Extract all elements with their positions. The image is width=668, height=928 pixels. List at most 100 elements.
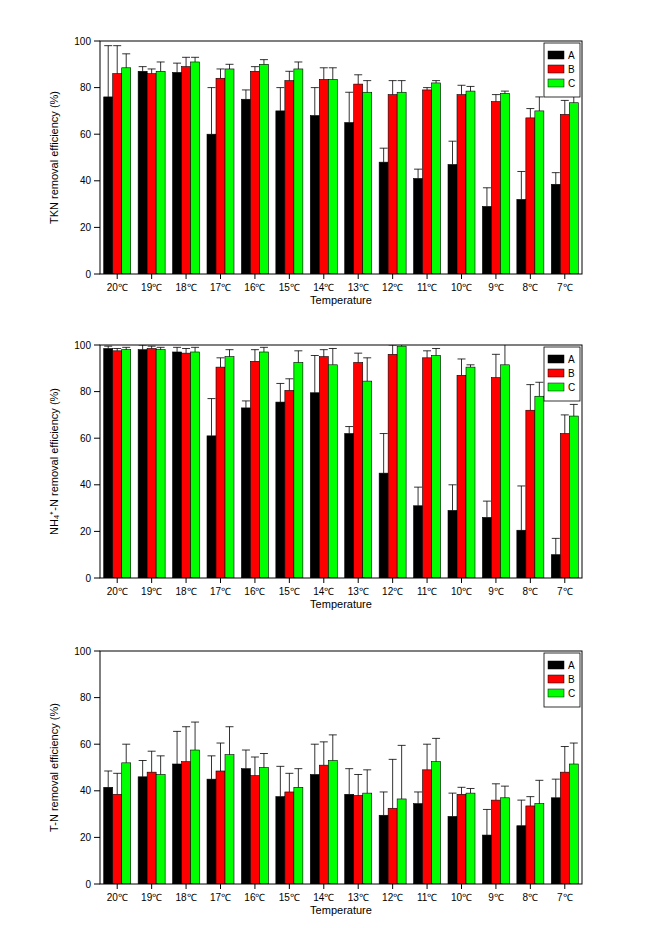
error-bar <box>345 427 353 434</box>
x-axis-label: Temperature <box>310 904 372 916</box>
y-tick-label: 60 <box>80 129 92 140</box>
error-line <box>220 743 221 771</box>
bar <box>216 78 225 274</box>
error-line <box>573 404 574 416</box>
x-tick-label: 8℃ <box>523 282 539 293</box>
error-bar <box>363 770 371 793</box>
y-tick-label: 0 <box>85 879 91 890</box>
legend-label: A <box>568 354 575 365</box>
bar <box>113 351 122 578</box>
error-cap <box>191 347 199 348</box>
bar <box>328 365 337 578</box>
error-cap <box>182 348 190 349</box>
error-line <box>367 770 368 793</box>
error-line <box>539 382 540 396</box>
error-cap <box>535 382 543 383</box>
error-cap <box>157 61 165 62</box>
bar <box>294 69 303 274</box>
bar <box>551 798 560 884</box>
bar <box>354 795 363 884</box>
y-tick-label: 100 <box>74 646 91 657</box>
x-tick-label: 20℃ <box>107 282 128 293</box>
bar <box>448 816 457 884</box>
error-line <box>530 797 531 806</box>
error-bar <box>242 401 250 408</box>
error-bar <box>561 747 569 773</box>
bar <box>216 367 225 578</box>
error-bar <box>260 347 268 352</box>
error-cap <box>217 357 225 358</box>
y-tick-label: 20 <box>80 832 92 843</box>
legend-swatch <box>548 675 564 683</box>
x-tick <box>151 274 152 279</box>
error-line <box>298 351 299 363</box>
y-tick-label: 100 <box>74 36 91 47</box>
legend: ABC <box>544 653 580 707</box>
error-bar <box>458 787 466 794</box>
error-cap <box>285 378 293 379</box>
error-cap <box>208 755 216 756</box>
error-line <box>392 759 393 808</box>
error-bar <box>345 769 353 795</box>
error-cap <box>449 484 457 485</box>
bar <box>319 79 328 274</box>
bar <box>491 102 500 274</box>
bar <box>259 768 268 885</box>
error-cap <box>552 172 560 173</box>
x-tick <box>186 274 187 279</box>
error-cap <box>501 786 509 787</box>
error-cap <box>458 358 466 359</box>
error-line <box>564 747 565 773</box>
bar <box>310 393 319 578</box>
error-bar <box>535 382 543 396</box>
bars <box>104 722 579 884</box>
bar <box>207 134 216 274</box>
error-cap <box>492 94 500 95</box>
x-tick-label: 16℃ <box>244 892 265 903</box>
error-line <box>418 792 419 804</box>
error-line <box>314 744 315 774</box>
bar <box>551 184 560 274</box>
bar <box>560 434 569 578</box>
error-line <box>323 350 324 357</box>
x-tick <box>530 884 531 889</box>
error-bar <box>458 359 466 375</box>
error-bar <box>363 81 371 93</box>
error-bar <box>242 90 250 99</box>
error-line <box>530 109 531 118</box>
error-cap <box>148 751 156 752</box>
y-tick-label: 80 <box>80 82 92 93</box>
x-tick <box>186 884 187 889</box>
legend: ABC <box>544 43 580 97</box>
error-cap <box>517 800 525 801</box>
error-bar <box>414 169 422 178</box>
bar <box>225 357 234 578</box>
error-bar <box>113 46 121 74</box>
legend-swatch <box>548 65 564 73</box>
error-line <box>142 345 143 350</box>
error-cap <box>122 744 130 745</box>
x-tick-label: 18℃ <box>176 586 197 597</box>
error-line <box>427 744 428 770</box>
figure: 02040608010020℃19℃18℃17℃16℃15℃14℃13℃12℃1… <box>0 0 668 928</box>
error-cap <box>285 773 293 774</box>
error-cap <box>501 91 509 92</box>
error-bar <box>260 60 268 65</box>
bar <box>569 416 578 578</box>
error-cap <box>311 744 319 745</box>
panel: 02040608010020℃19℃18℃17℃16℃15℃14℃13℃12℃1… <box>48 340 582 611</box>
bar <box>345 123 354 274</box>
error-bar <box>276 383 284 402</box>
error-line <box>229 727 230 755</box>
error-bar <box>467 365 475 367</box>
error-cap <box>432 738 440 739</box>
bar <box>397 799 406 884</box>
error-bar <box>398 81 406 93</box>
bar <box>310 774 319 884</box>
bar <box>388 808 397 884</box>
bar <box>457 375 466 578</box>
error-bar <box>492 354 500 377</box>
x-tick-label: 14℃ <box>313 586 334 597</box>
error-line <box>289 379 290 391</box>
error-line <box>504 345 505 365</box>
